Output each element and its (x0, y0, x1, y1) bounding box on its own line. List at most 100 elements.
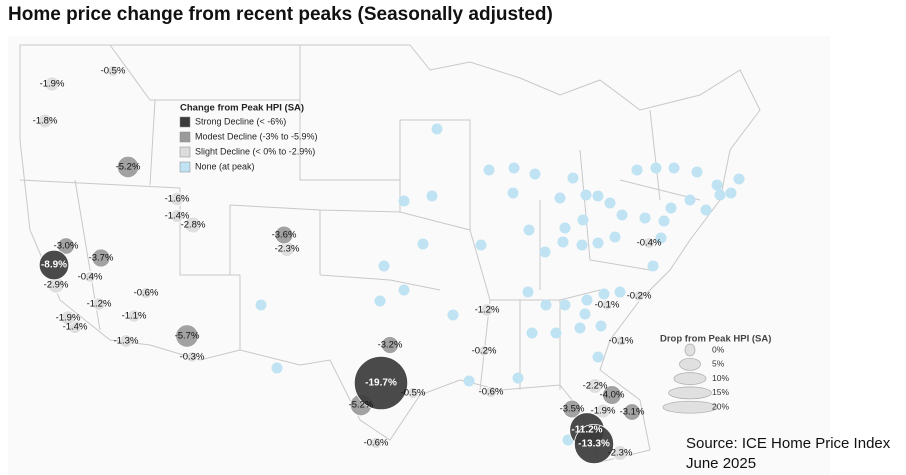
at-peak-dot (616, 209, 628, 221)
at-peak-dot (650, 162, 662, 174)
at-peak-dot (631, 164, 643, 176)
source-date: June 2025 (686, 455, 756, 472)
at-peak-dot (592, 351, 604, 363)
bubble (274, 225, 294, 245)
at-peak-dot (598, 288, 610, 300)
bubble-label: -0.4% (637, 238, 662, 249)
bubble (615, 335, 627, 347)
at-peak-dot (447, 309, 459, 321)
at-peak-dot (475, 239, 487, 251)
chart-title: Home price change from recent peaks (Sea… (8, 4, 553, 25)
bubble-label: -2.2% (583, 381, 608, 392)
bubble-label: -2.9% (44, 280, 69, 291)
bubble (643, 237, 655, 249)
bubble (119, 334, 133, 348)
size-legend-mark (673, 372, 707, 385)
bubble (480, 303, 494, 317)
bubble (602, 385, 622, 405)
bubble (175, 324, 199, 348)
bubble-label: -0.3% (180, 352, 205, 363)
bubble-label: -1.9% (56, 313, 81, 324)
bubbles: -0.1% -0.1% -0.2% -0.2% -0.3% -0.4% -0.4% -0.5%… (33, 65, 662, 465)
bubble (127, 309, 141, 323)
legend-swatch (179, 131, 191, 143)
bubble-label: -2.3% (608, 448, 633, 459)
at-peak-dot (714, 189, 726, 201)
at-peak-dot (604, 197, 616, 209)
bubble (623, 403, 641, 421)
bubble-label: -1.9% (40, 79, 65, 90)
legend-label: Strong Decline (< -6%) (195, 116, 286, 126)
bubble-label: -11.2% (571, 425, 602, 436)
at-peak-dot (271, 362, 283, 374)
at-peak-dot (725, 187, 737, 199)
at-peak-dot (562, 434, 574, 446)
bubble (170, 209, 184, 223)
bubble-label: -0.4% (78, 272, 103, 283)
at-peak-dot (592, 237, 604, 249)
legend-title: Change from Peak HPI (SA) (180, 103, 304, 114)
at-peak-dot (609, 231, 621, 243)
at-peak-dot (614, 286, 626, 298)
at-peak-dot (579, 308, 591, 320)
at-peak-dot (417, 238, 429, 250)
bubble (633, 290, 645, 302)
bubble-label: -0.5% (401, 388, 426, 399)
at-peak-dot (554, 192, 566, 204)
bubble (186, 351, 198, 363)
at-peak-dot (539, 246, 551, 258)
at-peak-dot (639, 212, 651, 224)
at-peak-dot (574, 322, 586, 334)
bubble (38, 249, 70, 281)
bubble-label: -0.6% (479, 387, 504, 398)
bubble (169, 191, 185, 207)
at-peak-dot (595, 320, 607, 332)
bubble-label: -5.2% (116, 162, 141, 173)
at-peak-dot (580, 189, 592, 201)
bubble-label: -0.2% (627, 291, 652, 302)
at-peak-markets (255, 123, 745, 446)
bubble-label: -3.6% (272, 230, 297, 241)
size-legend-mark (668, 386, 712, 400)
bubble-label: -8.9% (41, 260, 67, 271)
at-peak-dot (576, 239, 588, 251)
size-legend-mark (679, 357, 701, 371)
bubble-label: -3.0% (54, 241, 79, 252)
bubble-label: -1.2% (87, 299, 112, 310)
at-peak-dot (463, 375, 475, 387)
bubble (562, 399, 582, 419)
at-peak-dot (512, 372, 524, 384)
bubble (92, 297, 106, 311)
at-peak-dot (255, 299, 267, 311)
size-legend-label: 20% (712, 401, 729, 411)
at-peak-dot (378, 260, 390, 272)
bubble-label: -19.7% (365, 378, 397, 389)
bubble-label: -2.8% (181, 220, 206, 231)
at-peak-dot (668, 162, 680, 174)
source: Source: ICE Home Price Index (686, 435, 891, 452)
bubble (478, 345, 490, 357)
at-peak-dot (540, 299, 552, 311)
bubble-label: -0.1% (609, 336, 634, 347)
at-peak-dot (691, 166, 703, 178)
bubble-label: -0.6% (364, 438, 389, 449)
bubble-label: -1.8% (33, 116, 58, 127)
bubble-label: -2.3% (275, 244, 300, 255)
bubble (44, 76, 60, 92)
at-peak-dot (733, 173, 745, 185)
at-peak-dot (398, 284, 410, 296)
bubble-label: -1.2% (475, 305, 500, 316)
at-peak-dot (398, 195, 410, 207)
bubble (116, 155, 140, 179)
at-peak-dot (526, 327, 538, 339)
bubble (369, 436, 383, 450)
at-peak-dot (559, 299, 571, 311)
at-peak-dot (581, 294, 593, 306)
bubble (595, 403, 611, 419)
legend: Change from Peak HPI (SA) Strong Decline… (179, 103, 318, 173)
bubble-label: -5.2% (349, 400, 374, 411)
bubble-label: -0.6% (134, 288, 159, 299)
at-peak-dot (522, 286, 534, 298)
size-legend: Drop from Peak HPI (SA) 0% 5% 10% 15% 20% (660, 334, 771, 414)
